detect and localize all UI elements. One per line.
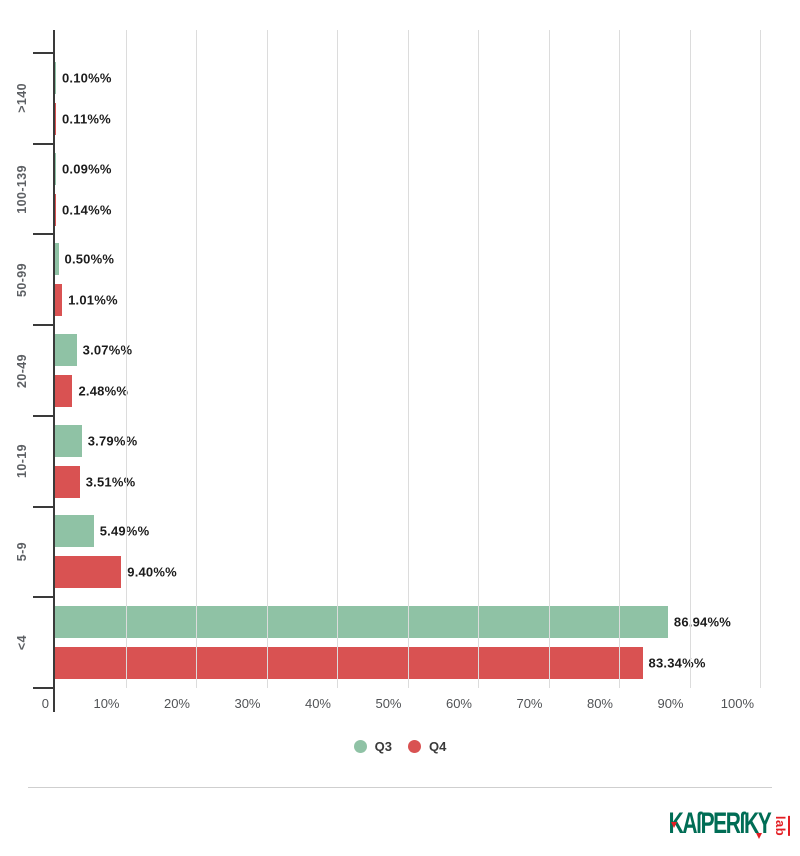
category-label: 100-139 (11, 144, 33, 235)
x-axis-tick-label: 60% (445, 696, 472, 711)
gridline (478, 30, 479, 688)
bar-value-label: 0.10%% (62, 70, 112, 86)
legend-label-q4: Q4 (429, 739, 447, 754)
category-label-text: 20-49 (15, 353, 29, 388)
bar-q4: 83.34%% (55, 647, 705, 680)
gridline (266, 30, 268, 688)
y-axis-tick (33, 233, 55, 236)
bar-q3: 3.79%% (55, 424, 137, 457)
category-row: >140 0.10%% 0.11%% (15, 53, 760, 144)
bar-value-label: 3.07%% (82, 342, 133, 358)
y-axis-tick (33, 414, 55, 417)
category-row: 20-49 3.07%% 2.48%% (15, 325, 760, 416)
x-axis-tick-label: 10% (93, 696, 120, 711)
category-label-text: 10-19 (15, 444, 29, 479)
x-axis-tick-label: 80% (586, 696, 613, 711)
category-row: 10-19 3.79%% 3.51%% (15, 416, 760, 507)
bar-q4: 9.40%% (55, 556, 177, 589)
bar-q4: 0.14%% (55, 193, 111, 226)
category-label-text: 50-99 (15, 262, 29, 297)
x-axis-tick-label: 50% (375, 696, 402, 711)
category-label-text: <4 (15, 635, 29, 651)
gridline (619, 30, 620, 688)
legend-item-q3[interactable]: Q3 (353, 739, 392, 754)
y-axis-tick (33, 142, 55, 145)
category-label: 20-49 (11, 325, 33, 416)
legend-swatch-q3-icon (353, 740, 367, 753)
bar-q3: 0.09%% (55, 152, 111, 185)
legend-label-q3: Q3 (374, 739, 392, 754)
x-axis-tick-label: 70% (516, 696, 543, 711)
kaspersky-wordmark: KAſPERſKY (668, 807, 771, 840)
bar-value-label: 0.09%% (62, 161, 112, 177)
category-row: 100-139 0.09%% 0.14%% (15, 144, 760, 235)
bar-value-label: 3.51%% (85, 474, 136, 490)
bar-q4: 3.51%% (55, 465, 135, 498)
x-axis-tick-label: 20% (163, 696, 190, 711)
bar-q3: 0.50%% (55, 243, 114, 276)
category-label-text: >140 (15, 83, 29, 114)
gridline (337, 30, 338, 688)
x-axis-tick-label: 0 (41, 696, 49, 711)
gridline (760, 30, 761, 688)
category-label-text: 5-9 (15, 542, 29, 562)
logo-lab-text: lab (773, 815, 790, 837)
category-label: >140 (11, 53, 33, 144)
category-label: 10-19 (11, 416, 33, 507)
bar-q4: 0.11%% (55, 102, 111, 135)
bar-value-label: 0.50%% (64, 251, 115, 267)
kaspersky-logo: KAſPERſKY lab (630, 806, 790, 846)
y-axis-tick (33, 324, 55, 327)
gridline (548, 30, 550, 688)
bar-q3: 86.94%% (55, 606, 731, 639)
legend-swatch-q4-icon (408, 740, 421, 753)
category-label: 50-99 (11, 234, 33, 325)
bar-value-label: 1.01%% (68, 292, 118, 308)
bar-value-label: 2.48%% (78, 383, 129, 399)
category-row: 5-9 5.49%% 9.40%% (15, 507, 760, 598)
legend: Q3 Q4 (0, 739, 800, 754)
bar-rows: >140 0.10%% 0.11%% 100-139 0.09%% 0.14%% 50-99… (15, 53, 760, 688)
logo-red-triangle-a-icon (671, 822, 677, 828)
category-row: <4 86.94%% 83.34%% (15, 597, 760, 688)
y-axis-tick (33, 52, 55, 54)
logo-lab-block: lab (773, 810, 790, 842)
y-axis-tick (33, 596, 55, 599)
gridline (125, 30, 127, 688)
x-axis-tick-label: 100% (720, 696, 754, 711)
bar-value-label: 3.79%% (87, 433, 138, 449)
gridline (407, 30, 409, 688)
gridline (196, 30, 197, 688)
y-axis-tick (33, 687, 55, 689)
footer-divider (28, 787, 772, 788)
bar-q4: 1.01%% (55, 284, 118, 317)
x-axis-labels: 0 10% 20% 30% 40% 50% 60% 70% 80% 90% 100% (42, 696, 760, 714)
y-axis-tick (33, 505, 55, 508)
category-row: 50-99 0.50%% 1.01%% (15, 234, 760, 325)
bar-q3: 3.07%% (55, 334, 132, 367)
category-label: 5-9 (11, 507, 33, 598)
logo-red-triangle-y-icon (756, 833, 762, 839)
bar-value-label: 0.14%% (62, 202, 112, 218)
bar-value-label: 5.49%% (100, 524, 150, 539)
y-axis-line (53, 30, 55, 712)
bar-q4: 2.48%% (55, 375, 128, 408)
bar-q3: 5.49%% (55, 515, 149, 548)
x-axis-tick-label: 90% (657, 696, 684, 711)
bar-value-label: 0.11%% (62, 111, 111, 127)
plot-area: >140 0.10%% 0.11%% 100-139 0.09%% 0.14%% 50-99… (15, 30, 761, 712)
bar-q3: 0.10%% (55, 61, 111, 94)
bar-value-label: 86.94%% (673, 614, 731, 630)
legend-item-q4[interactable]: Q4 (408, 739, 446, 754)
x-axis-tick-label: 30% (234, 696, 261, 711)
category-label-text: 100-139 (15, 164, 29, 214)
bar-value-label: 83.34%% (648, 655, 706, 671)
gridline (689, 30, 691, 688)
x-axis-tick-label: 40% (304, 696, 331, 711)
category-label: <4 (11, 597, 33, 688)
bar-value-label: 9.40%% (127, 564, 177, 580)
